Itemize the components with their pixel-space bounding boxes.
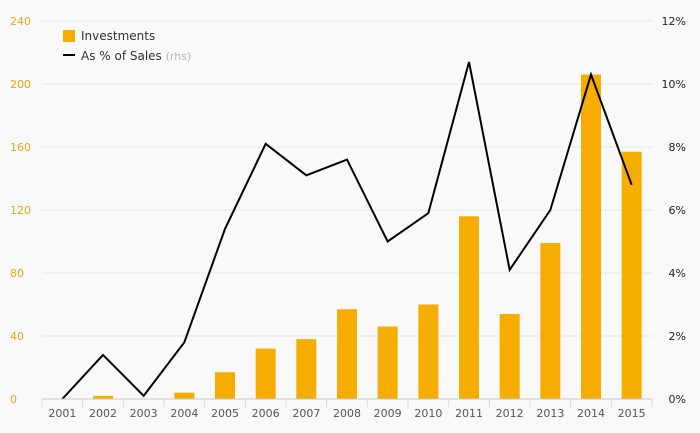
x-tick-label: 2009 [374,407,402,420]
x-tick-label: 2013 [536,407,564,420]
investment-bar [581,74,601,400]
legend-label-sales-share: As % of Sales (rhs) [81,49,191,63]
x-tick-label: 2008 [333,407,361,420]
y-left-tick-label: 200 [10,78,31,91]
y-left-tick-label: 120 [10,204,31,217]
investment-bar [93,395,113,399]
investment-bar [174,392,195,399]
investment-bar [540,243,561,399]
y-right-tick-label: 4% [669,267,686,280]
y-right-tick-label: 12% [662,15,686,28]
investment-bar [621,151,642,399]
investment-bars [93,74,642,400]
investment-bar [296,339,317,399]
y-right-tick-label: 0% [669,393,686,406]
y-left-tick-label: 240 [10,15,31,28]
y-right-tick-label: 10% [662,78,686,91]
y-right-tick-label: 8% [669,141,686,154]
axes: 0 0% 40 2% 80 4% 120 6% 160 8% 200 10% 240 12% 2001 200… [10,15,686,420]
investment-bar [499,313,520,399]
y-left-tick-label: 40 [10,330,24,343]
y-right-tick-label: 6% [669,204,686,217]
investment-bar [255,348,276,399]
legend: Investments As % of Sales (rhs) [63,29,191,63]
x-tick-label: 2012 [496,407,524,420]
x-tick-label: 2006 [252,407,280,420]
investment-bar [337,309,357,399]
investment-bar [377,326,398,399]
y-left-tick-label: 160 [10,141,31,154]
investment-bar [418,304,439,399]
y-left-tick-label: 80 [10,267,24,280]
investment-bar [459,216,479,399]
x-tick-label: 2014 [577,407,605,420]
x-tick-label: 2010 [414,407,442,420]
x-tick-label: 2004 [170,407,198,420]
x-tick-label: 2005 [211,407,239,420]
x-tick-label: 2011 [455,407,483,420]
legend-swatch-investments [63,30,75,42]
x-tick-label: 2001 [48,407,76,420]
sales-share-line [61,61,633,400]
legend-suffix-rhs: (rhs) [166,50,192,63]
x-tick-label: 2003 [130,407,158,420]
y-left-tick-label: 0 [10,393,17,406]
investment-bar [215,372,235,399]
y-right-tick-label: 2% [669,330,686,343]
x-tick-label: 2007 [292,407,320,420]
x-tick-label: 2015 [618,407,646,420]
x-tick-label: 2002 [89,407,117,420]
legend-label-investments: Investments [81,29,155,43]
sales-share-line-layer [61,61,633,400]
